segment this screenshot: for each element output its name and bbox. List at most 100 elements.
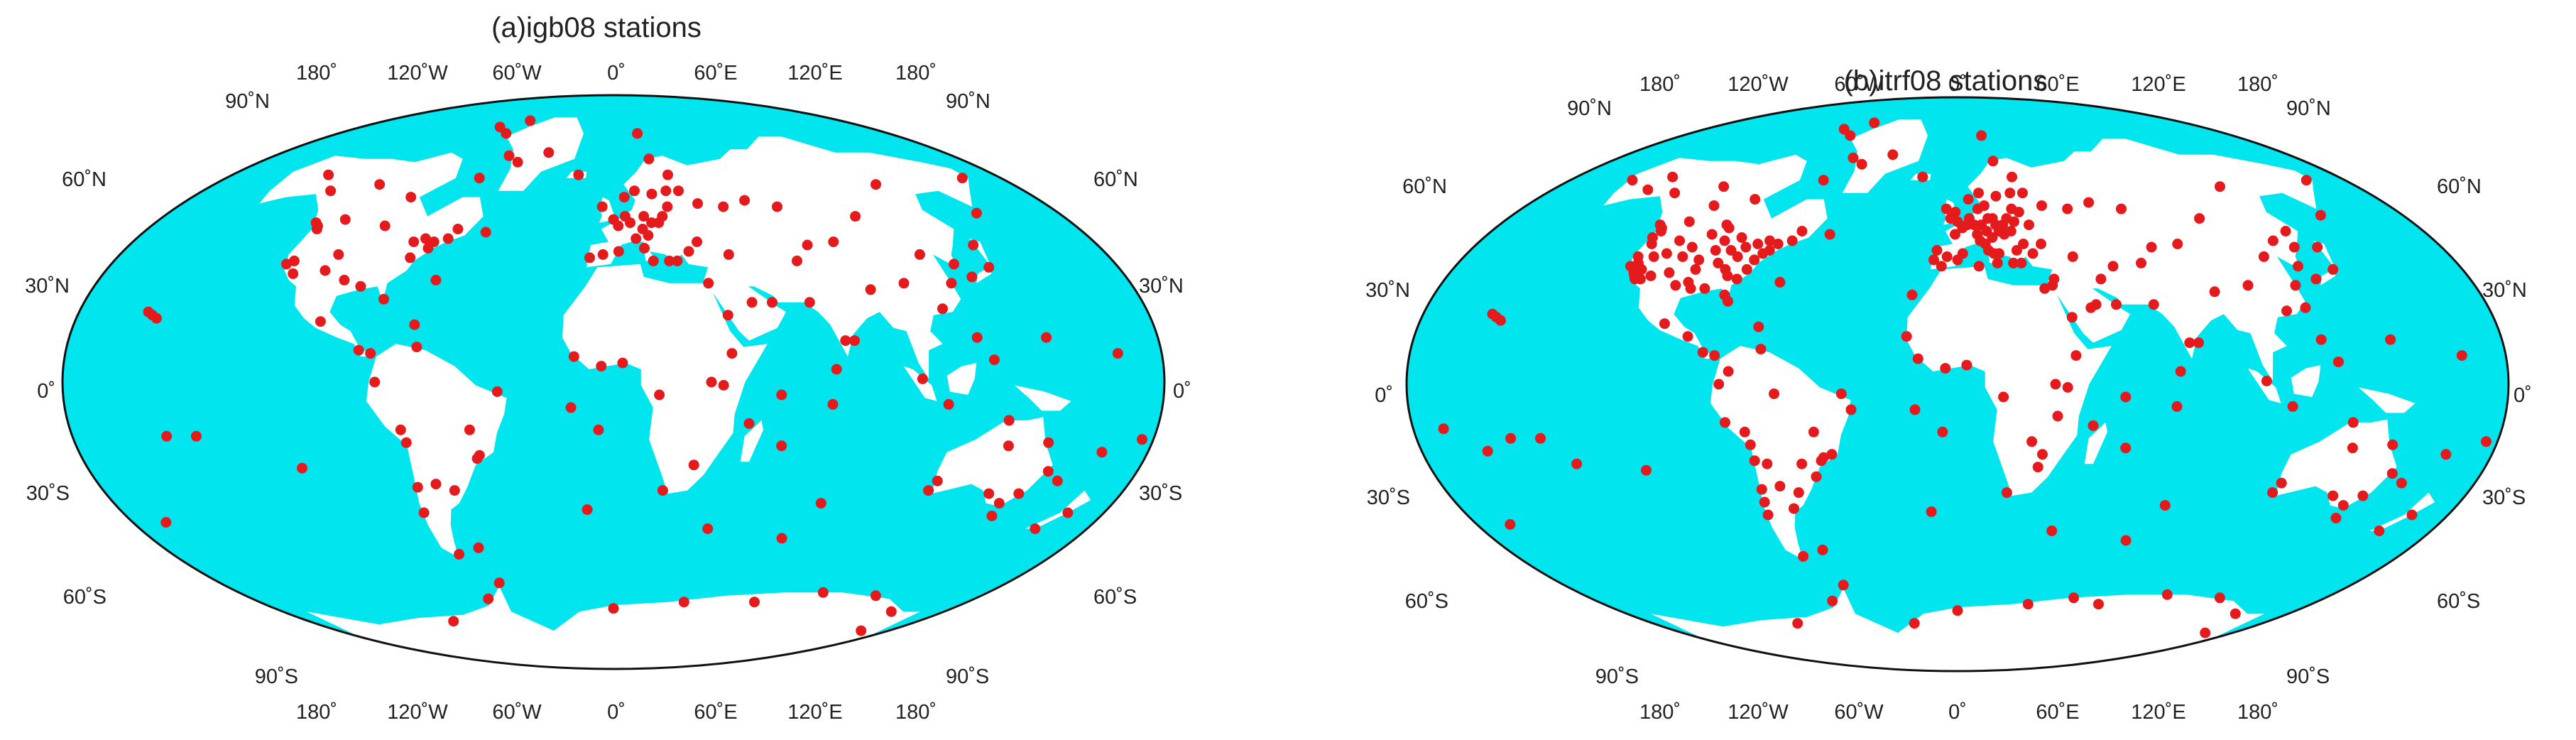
panel-b-station-marker — [1909, 618, 1920, 629]
panel-b-station-marker — [1736, 232, 1747, 243]
panel-a-station-marker — [409, 319, 420, 330]
panel-b-station-marker — [2136, 257, 2146, 268]
panel-a-station-marker — [804, 297, 815, 308]
panel-b-right-tick-1: 60˚N — [2437, 175, 2482, 198]
panel-a-station-marker — [353, 344, 364, 356]
panel-b-station-marker — [2032, 462, 2043, 473]
panel-a-station-marker — [405, 192, 417, 203]
panel-b-station-marker — [2456, 350, 2467, 361]
panel-a-station-marker — [525, 115, 536, 126]
panel-b-station-marker — [1756, 484, 1767, 495]
panel-a-station-marker — [400, 437, 412, 448]
panel-a-bottom-tick-4: 60˚E — [694, 701, 737, 724]
panel-a-right-tick-0: 90˚N — [946, 90, 990, 113]
panel-a-station-marker — [1062, 507, 1074, 518]
panel-a-station-marker — [420, 233, 431, 244]
panel-a-station-marker — [827, 398, 839, 410]
panel-b-station-marker — [1952, 254, 1963, 266]
panel-b-station-marker — [1764, 245, 1775, 256]
panel-b-right-tick-6: 90˚S — [2286, 665, 2330, 688]
panel-b-station-marker — [1987, 232, 1998, 243]
panel-b-station-marker — [1845, 404, 1857, 415]
panel-a-station-marker — [617, 357, 628, 369]
panel-b-station-marker — [1764, 235, 1775, 246]
panel-b-station-marker — [1571, 458, 1583, 469]
panel-b-station-marker — [1792, 618, 1803, 629]
panel-b-station-marker — [1978, 200, 1990, 212]
panel-a-station-marker — [503, 150, 515, 161]
panel-b-ocean — [1407, 97, 2509, 671]
panel-a-station-marker — [323, 169, 334, 180]
panel-a-station-marker — [657, 485, 668, 496]
panel-a-station-marker — [865, 284, 876, 295]
panel-a-bottom-tick-2: 60˚W — [492, 701, 542, 724]
panel-a-station-marker — [596, 361, 607, 372]
panel-b-station-marker — [2146, 241, 2157, 253]
panel-b-station-marker — [1669, 187, 1681, 199]
panel-a-station-marker — [850, 211, 861, 222]
panel-b-station-marker — [1495, 315, 1506, 326]
panel-b-station-marker — [1827, 595, 1838, 606]
panel-b-station-marker — [1720, 417, 1730, 428]
panel-b-station-marker — [1642, 184, 1654, 195]
panel-b-station-marker — [2087, 420, 2099, 431]
panel-a-left-tick-1: 60˚N — [62, 168, 107, 191]
panel-b-frame — [1405, 96, 2510, 673]
panel-a-station-marker — [493, 577, 505, 589]
panel-b-station-marker — [1664, 267, 1675, 278]
panel-a-station-marker — [662, 169, 673, 180]
panel-b-station-marker — [1739, 426, 1750, 437]
panel-b-station-marker — [2327, 490, 2339, 501]
panel-a-station-marker — [565, 402, 577, 413]
panel-a-station-marker — [1041, 332, 1052, 343]
panel-a-station-marker — [871, 179, 881, 190]
panel-b-station-marker — [1976, 130, 1987, 141]
panel-a-lat-ticks-left: 90˚N 60˚N 30˚N 0˚ 30˚S 60˚S 90˚S — [25, 90, 298, 688]
panel-a-station-marker — [966, 271, 978, 283]
panel-b-station-marker — [2052, 410, 2063, 422]
panel-b-left-tick-4: 30˚S — [1367, 486, 1410, 509]
panel-a-frame — [61, 94, 1166, 670]
panel-a-station-marker — [143, 306, 154, 317]
panel-b-station-marker — [1641, 464, 1652, 476]
panel-b-station-marker — [1667, 171, 1679, 183]
panel-b-station-marker — [2387, 439, 2398, 450]
panel-b-station-marker — [2396, 477, 2407, 489]
panel-a-station-marker — [943, 398, 954, 410]
panel-b-bottom-tick-1: 120˚W — [1728, 701, 1789, 724]
panel-a-station-marker — [885, 606, 897, 617]
panel-a-station-marker — [315, 316, 326, 327]
panel-b-station-marker — [2062, 382, 2073, 393]
panel-b-station-marker — [1762, 458, 1773, 469]
panel-b-station-marker — [1719, 235, 1730, 246]
panel-b-station-marker — [1786, 235, 1798, 246]
panel-b-top-tick-0: 180˚ — [1639, 73, 1681, 96]
panel-a-station-marker — [718, 201, 729, 212]
panel-b-station-marker — [1697, 347, 1708, 358]
panel-a-station-marker — [831, 364, 842, 375]
panel-b-station-marker — [1721, 219, 1732, 231]
panel-b-station-marker — [1973, 187, 1984, 199]
panel-b-station-marker — [1749, 254, 1760, 266]
panel-b: (b)itrf08 stations 180˚ 120˚W 60˚W 0˚ 60… — [1365, 65, 2532, 724]
panel-b-station-marker — [1438, 423, 1449, 435]
panel-a-station-marker — [408, 236, 420, 247]
panel-a-station-marker — [333, 249, 344, 260]
panel-a-right-tick-1: 60˚N — [1093, 168, 1138, 191]
panel-a-land — [259, 117, 1091, 669]
panel-a-lon-ticks-bottom: 180˚ 120˚W 60˚W 0˚ 60˚E 120˚E 180˚ — [296, 701, 937, 724]
panel-a-station-marker — [339, 274, 350, 285]
panel-b-station-marker — [2083, 197, 2095, 208]
panel-b-station-marker — [1505, 432, 1517, 444]
panel-b-station-marker — [2007, 171, 2017, 183]
panel-a-station-marker — [993, 498, 1005, 509]
panel-b-station-marker — [2242, 280, 2254, 291]
panel-b-station-marker — [2312, 241, 2323, 253]
panel-a-station-marker — [449, 485, 460, 496]
panel-b-station-marker — [1482, 445, 1493, 457]
panel-b-station-marker — [1817, 544, 1828, 555]
panel-b-station-marker — [2209, 286, 2220, 298]
panel-a-station-marker — [654, 389, 665, 401]
panel-b-station-marker — [1952, 605, 1963, 616]
